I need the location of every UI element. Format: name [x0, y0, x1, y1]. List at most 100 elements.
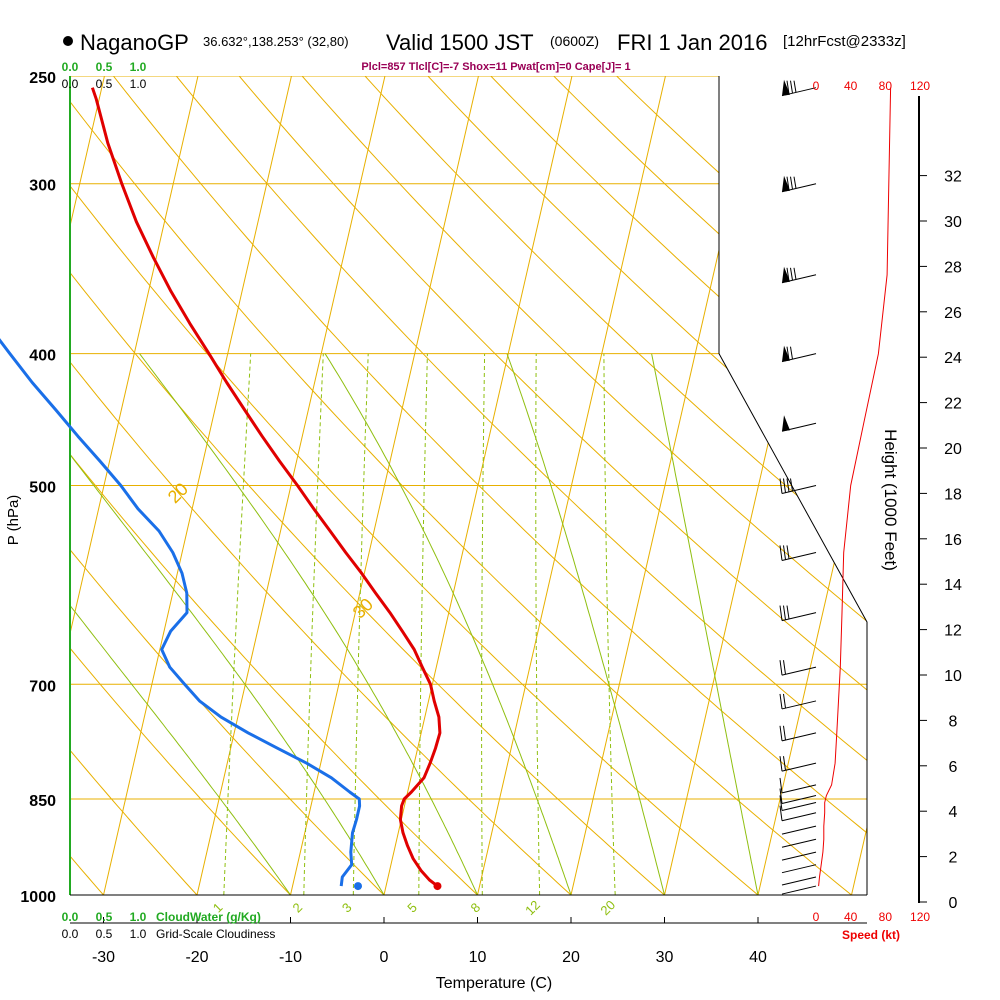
cloud-top-tick-green: 0.0	[62, 60, 79, 74]
wind-barb-flag	[790, 346, 793, 360]
speed-bottom-tick: 40	[844, 910, 858, 924]
mixing-ratio-line	[352, 353, 369, 895]
wind-barb-flag	[786, 176, 790, 191]
axes: -30 -20 -10 0 10 20 30 402503004005007008501000…	[20, 60, 962, 966]
wind-barb-pennant	[782, 345, 790, 362]
dry-adiabat-line	[70, 361, 572, 895]
mixing-ratio-label: 8	[468, 900, 484, 916]
pressure-tick-label: 400	[29, 348, 56, 365]
cloud-top-tick-black: 1.0	[130, 77, 147, 91]
utc-time: (0600Z)	[550, 33, 599, 49]
cloud-bottom-tick-green: 0.5	[96, 910, 113, 924]
wind-barb-flag	[786, 80, 790, 95]
x-axis-title: Temperature (C)	[436, 975, 552, 992]
speed-top-tick: 0	[813, 79, 820, 93]
mixing-ratio-label: 20	[597, 897, 618, 918]
dry-adiabat-line	[70, 453, 478, 895]
pressure-tick-label: 250	[29, 70, 56, 87]
wind-barb-flag	[783, 545, 786, 560]
dewpoint-profile	[0, 338, 362, 887]
speed-bottom-tick: 0	[813, 910, 820, 924]
wind-barb-flag	[793, 80, 797, 93]
wind-barb-flag	[790, 478, 793, 492]
height-tick-label: 6	[949, 759, 958, 776]
height-tick-label: 26	[944, 305, 962, 322]
height-tick-label: 16	[944, 532, 962, 549]
station-coords: 36.632°,138.253° (32,80)	[203, 34, 349, 49]
x-tick-label: -20	[185, 949, 208, 966]
cloud-bottom-tick-black: 0.0	[62, 927, 79, 941]
speed-panel: 0 0 40 40 80 80 120 120	[813, 79, 931, 924]
temperature-profile	[90, 87, 442, 888]
wind-barb-staff	[781, 825, 817, 835]
mixing-ratio-line	[223, 353, 252, 895]
dry-adiabat-line	[70, 749, 198, 895]
wind-barb-flag	[783, 478, 786, 493]
mixing-ratio-label: 3	[339, 900, 355, 916]
wind-barb-flag	[783, 660, 786, 675]
moist-adiabat-line	[651, 353, 759, 895]
pressure-tick-label: 850	[29, 793, 56, 810]
wind-barb-staff	[781, 876, 817, 886]
mixing-ratio-label: 12	[522, 897, 543, 918]
isotherm-line	[70, 76, 105, 229]
wind-barb-staff	[781, 551, 817, 561]
pressure-tick-label: 500	[29, 480, 56, 497]
wind-barb-staff	[781, 812, 817, 822]
wind-barb-flag	[779, 545, 783, 561]
wind-barb-flag	[786, 545, 790, 559]
x-tick-label: 40	[749, 949, 767, 966]
wind-barb-flag	[779, 788, 783, 804]
wind-barb-staff	[781, 864, 817, 874]
height-tick-label: 2	[949, 850, 958, 867]
dry-adiabat-line	[301, 76, 867, 622]
wind-barb-staff	[781, 795, 817, 804]
dry-adiabat-line	[364, 76, 867, 556]
surface-dewpoint-marker	[353, 882, 362, 891]
dry-adiabat-line	[113, 76, 867, 834]
wind-barb-flag	[779, 777, 783, 793]
wind-barb-pennant	[782, 266, 790, 283]
cloud-bottom-tick-black: 0.5	[96, 927, 113, 941]
surface-temp-marker	[433, 882, 442, 891]
wind-barb-staff	[781, 838, 817, 848]
wind-barb-staff	[781, 612, 817, 622]
mixing-ratio-line	[603, 353, 616, 895]
wind-barb-staff	[781, 885, 817, 895]
height-axis-title: Height (1000 Feet)	[881, 429, 900, 571]
cloud-top-tick-green: 0.5	[96, 60, 113, 74]
speed-top-tick: 80	[879, 79, 893, 93]
moist-adiabat-line	[324, 353, 572, 895]
dry-adiabat-label: 20	[164, 479, 192, 507]
height-tick-label: 4	[949, 804, 958, 821]
height-tick-label: 22	[944, 396, 962, 413]
thermo-grid	[70, 76, 867, 895]
speed-top-tick: 40	[844, 79, 858, 93]
height-tick-label: 20	[944, 441, 962, 458]
wind-barb-flag	[779, 725, 783, 741]
wind-barb-flag	[783, 756, 786, 771]
height-tick-label: 30	[944, 214, 962, 231]
dry-adiabat-line	[70, 271, 665, 895]
cloudwater-label: CloudWater (g/Kg)	[156, 910, 261, 924]
wind-barb-flag	[786, 267, 790, 282]
wind-barb-flag	[779, 660, 783, 676]
pressure-tick-label: 300	[29, 178, 56, 195]
height-tick-label: 12	[944, 623, 962, 640]
dry-adiabat-line	[238, 76, 867, 691]
grid-mask	[719, 75, 900, 623]
mixing-ratio-line	[481, 353, 486, 895]
mixing-ratio-label: 2	[290, 900, 306, 916]
wind-barb-flag	[779, 795, 783, 811]
dry-adiabat-line	[70, 647, 291, 895]
speed-top-tick: 120	[910, 79, 930, 93]
pressure-tick-label: 1000	[20, 889, 56, 906]
wind-barb-flag	[793, 176, 797, 189]
profiles	[0, 87, 442, 891]
cloud-bottom-tick-green: 1.0	[130, 910, 147, 924]
wind-barb-flag	[793, 267, 797, 280]
height-tick-label: 0	[949, 895, 958, 912]
moist-adiabat-line	[70, 604, 291, 895]
wind-barb-flag	[779, 805, 783, 821]
